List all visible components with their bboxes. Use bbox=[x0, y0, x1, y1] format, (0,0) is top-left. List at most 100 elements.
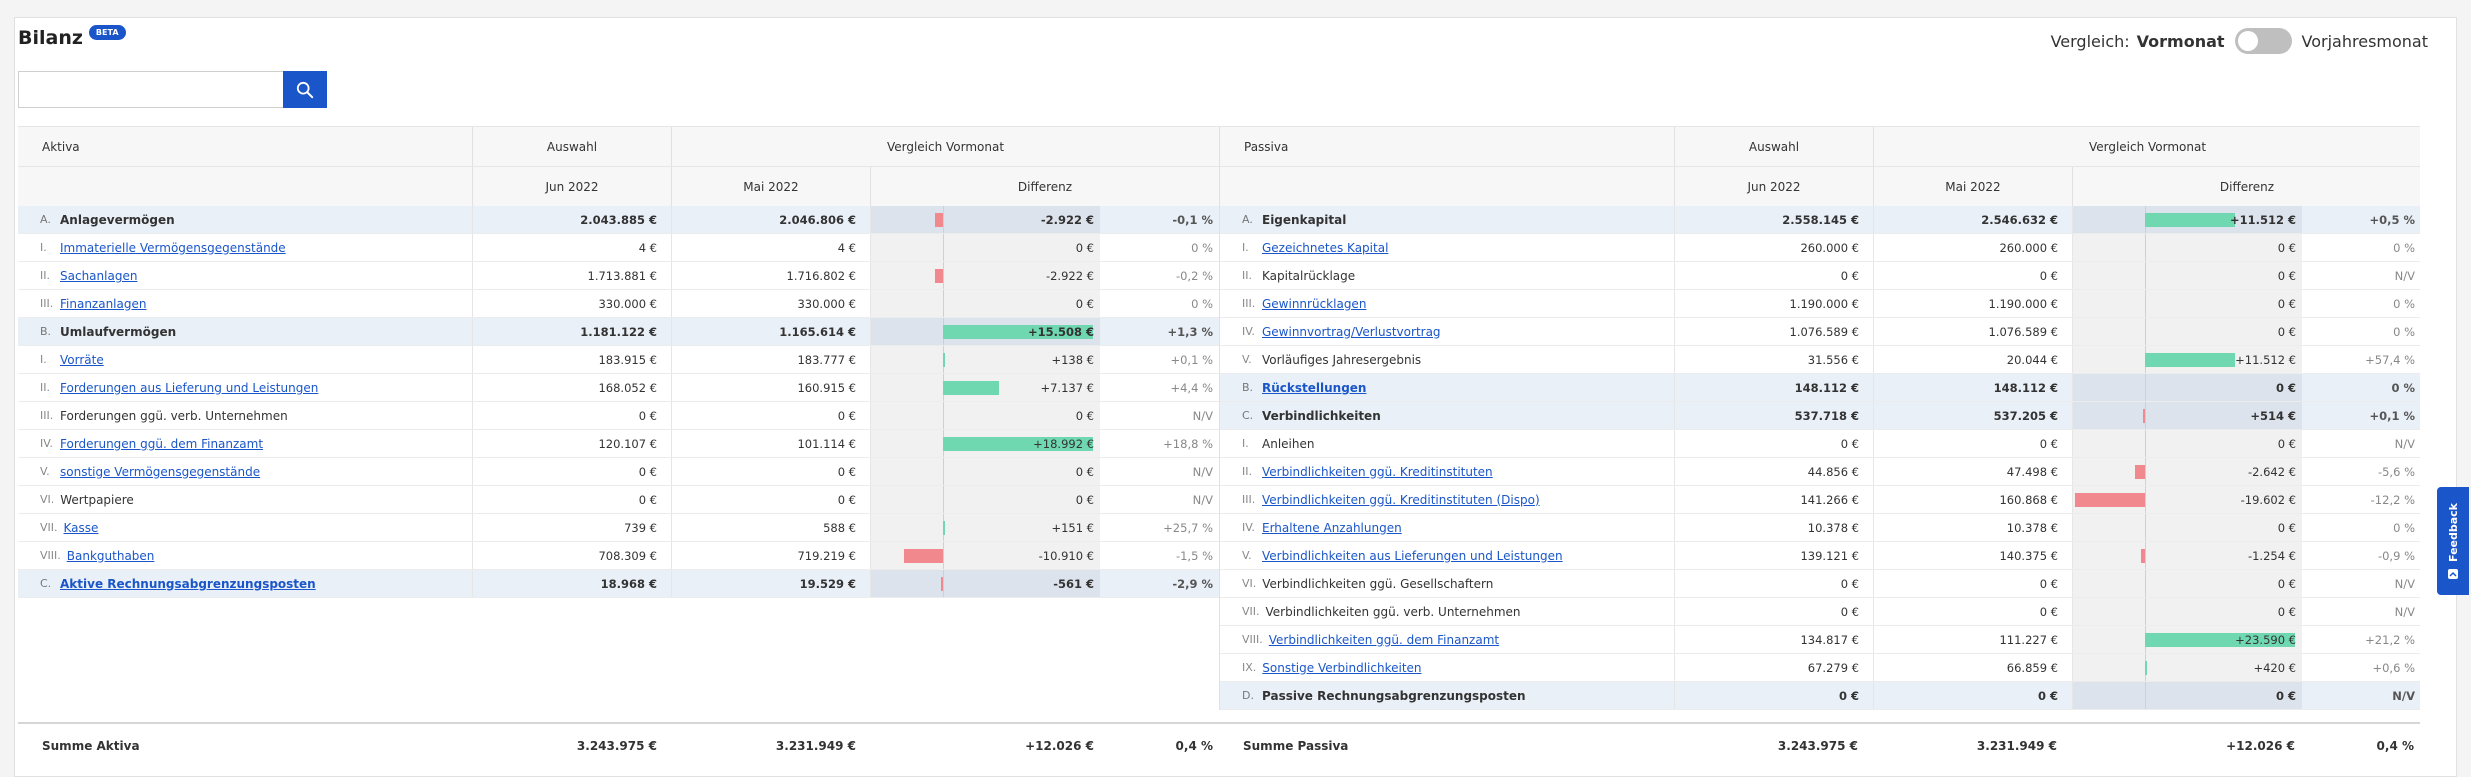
row-current-value: 260.000 € bbox=[1674, 234, 1873, 261]
difference-axis bbox=[943, 458, 944, 485]
row-label-link[interactable]: Gewinnvortrag/Verlustvortrag bbox=[1262, 324, 1441, 339]
row-label-link[interactable]: Bankguthaben bbox=[66, 548, 155, 563]
row-difference-value: 0 € bbox=[2277, 604, 2296, 619]
row-label: Umlaufvermögen bbox=[60, 324, 177, 339]
row-label-link[interactable]: Sonstige Verbindlichkeiten bbox=[1262, 660, 1422, 675]
row-label-cell: III. Gewinnrücklagen bbox=[1220, 290, 1674, 317]
row-previous-value: 111.227 € bbox=[1873, 626, 2072, 653]
row-difference-value: 0 € bbox=[2277, 240, 2296, 255]
feedback-label: Feedback bbox=[2446, 502, 2460, 562]
section-row: A. Anlagevermögen 2.043.885 €2.046.806 € -2… bbox=[18, 206, 1219, 234]
difference-axis bbox=[943, 234, 944, 261]
row-label-link[interactable]: Kasse bbox=[63, 520, 99, 535]
row-difference-cell: 0 € bbox=[2072, 234, 2302, 261]
row-label-cell: I. Vorräte bbox=[18, 346, 472, 373]
aktiva-table: Aktiva Auswahl Vergleich Vormonat Jun 2022 M… bbox=[18, 126, 1219, 598]
row-label-cell: IV. Erhaltene Anzahlungen bbox=[1220, 514, 1674, 541]
passiva-table: Passiva Auswahl Vergleich Vormonat Jun 2022… bbox=[1219, 126, 2420, 710]
row-label-link[interactable]: Gewinnrücklagen bbox=[1262, 296, 1367, 311]
difference-axis bbox=[2145, 290, 2146, 317]
row-current-value: 0 € bbox=[1674, 570, 1873, 597]
row-percent-value: -5,6 % bbox=[2377, 464, 2415, 479]
sum-previous: 3.231.949 € bbox=[1976, 739, 2057, 753]
row-difference-cell: 0 € bbox=[2072, 374, 2302, 401]
row-label-link[interactable]: Sachanlagen bbox=[60, 268, 138, 283]
row-number: III. bbox=[40, 409, 54, 422]
row-label-link[interactable]: Finanzanlagen bbox=[60, 296, 147, 311]
header-empty bbox=[18, 167, 472, 206]
row-label-cell: VIII. Verbindlichkeiten ggü. dem Finanzam… bbox=[1220, 626, 1674, 653]
row-difference-cell: -10.910 € bbox=[870, 542, 1100, 569]
row-label-link[interactable]: Aktive Rechnungsabgrenzungsposten bbox=[60, 576, 316, 591]
row-label-link[interactable]: sonstige Vermögensgegenstände bbox=[60, 464, 261, 479]
row-difference-cell: +420 € bbox=[2072, 654, 2302, 681]
section-row: B. Umlaufvermögen 1.181.122 €1.165.614 € +1… bbox=[18, 318, 1219, 346]
table-header-row-1: Aktiva Auswahl Vergleich Vormonat bbox=[18, 126, 1219, 166]
row-label: Anleihen bbox=[1262, 436, 1315, 451]
header-vergleich: Vergleich Vormonat bbox=[671, 127, 1219, 166]
row-difference-value: 0 € bbox=[1075, 464, 1094, 479]
compare-option-vorjahresmonat[interactable]: Vorjahresmonat bbox=[2301, 31, 2428, 51]
row-previous-value: 0 € bbox=[1873, 570, 2072, 597]
difference-bar-positive bbox=[2145, 353, 2235, 367]
compare-option-vormonat[interactable]: Vormonat bbox=[2136, 31, 2225, 51]
row-difference-value: +23.590 € bbox=[2235, 632, 2296, 647]
table-row: III. Finanzanlagen 330.000 €330.000 € 0 € 0 … bbox=[18, 290, 1219, 318]
row-previous-value: 4 € bbox=[671, 234, 870, 261]
difference-axis bbox=[2145, 486, 2146, 513]
row-difference-cell: -2.922 € bbox=[870, 262, 1100, 289]
row-current-value: 0 € bbox=[1674, 598, 1873, 625]
row-previous-value: 2.546.632 € bbox=[1873, 206, 2072, 233]
row-percent-value: 0 % bbox=[2393, 296, 2415, 311]
row-label-link[interactable]: Verbindlichkeiten ggü. dem Finanzamt bbox=[1268, 632, 1500, 647]
row-label-link[interactable]: Vorräte bbox=[60, 352, 104, 367]
difference-bar-positive bbox=[2145, 633, 2295, 647]
section-row: C. Aktive Rechnungsabgrenzungsposten 18.96… bbox=[18, 570, 1219, 598]
row-number: VIII. bbox=[40, 549, 61, 562]
row-label: Vorläufiges Jahresergebnis bbox=[1262, 352, 1422, 367]
row-difference-value: +18.992 € bbox=[1033, 436, 1094, 451]
row-current-value: 168.052 € bbox=[472, 374, 671, 401]
row-label-link[interactable]: Forderungen aus Lieferung und Leistungen bbox=[60, 380, 319, 395]
row-current-value: 44.856 € bbox=[1674, 458, 1873, 485]
row-number: V. bbox=[1242, 549, 1252, 562]
row-difference-cell: +15.508 € bbox=[870, 318, 1100, 345]
row-current-value: 148.112 € bbox=[1674, 374, 1873, 401]
search-button[interactable] bbox=[283, 71, 327, 108]
row-difference-cell: 0 € bbox=[870, 290, 1100, 317]
row-label-link[interactable]: Verbindlichkeiten aus Lieferungen und Le… bbox=[1262, 548, 1563, 563]
row-label-link[interactable]: Forderungen ggü. dem Finanzamt bbox=[60, 436, 264, 451]
table-row: V. Verbindlichkeiten aus Lieferungen und … bbox=[1220, 542, 2420, 570]
difference-axis bbox=[943, 206, 944, 233]
difference-bar-negative bbox=[934, 213, 943, 227]
feedback-tab[interactable]: Feedback bbox=[2437, 487, 2469, 595]
table-row: II. Kapitalrücklage 0 €0 €0 € N/V bbox=[1220, 262, 2420, 290]
row-label-link[interactable]: Verbindlichkeiten ggü. Kreditinstituten bbox=[1262, 464, 1493, 479]
row-label-link[interactable]: Gezeichnetes Kapital bbox=[1262, 240, 1389, 255]
row-difference-value: 0 € bbox=[2277, 436, 2296, 451]
table-row: VI. Wertpapiere 0 €0 €0 € N/V bbox=[18, 486, 1219, 514]
row-label-link[interactable]: Immaterielle Vermögensgegenstände bbox=[60, 240, 286, 255]
compare-toggle[interactable] bbox=[2234, 28, 2292, 54]
row-percent-value: +1,3 % bbox=[1167, 324, 1213, 339]
row-previous-value: 47.498 € bbox=[1873, 458, 2072, 485]
row-number: C. bbox=[1242, 409, 1254, 422]
difference-axis bbox=[2145, 570, 2146, 597]
row-label-link[interactable]: Erhaltene Anzahlungen bbox=[1262, 520, 1402, 535]
row-label-cell: V. Verbindlichkeiten aus Lieferungen und … bbox=[1220, 542, 1674, 569]
table-row: V. Vorläufiges Jahresergebnis 31.556 €20.0… bbox=[1220, 346, 2420, 374]
difference-axis bbox=[2145, 542, 2146, 569]
search-input[interactable] bbox=[18, 71, 283, 108]
row-label-link[interactable]: Rückstellungen bbox=[1262, 380, 1367, 395]
row-percent-value: 0 % bbox=[1191, 240, 1213, 255]
row-label-cell: IV. Forderungen ggü. dem Finanzamt bbox=[18, 430, 472, 457]
row-current-value: 1.713.881 € bbox=[472, 262, 671, 289]
row-difference-value: -1.254 € bbox=[2247, 548, 2296, 563]
row-number: IV. bbox=[1242, 521, 1255, 534]
row-percent-value: 0 % bbox=[1191, 296, 1213, 311]
row-previous-value: 1.716.802 € bbox=[671, 262, 870, 289]
row-percent-value: 0 % bbox=[2393, 324, 2415, 339]
table-row: VIII. Bankguthaben 708.309 €719.219 € -10.9… bbox=[18, 542, 1219, 570]
row-label-link[interactable]: Verbindlichkeiten ggü. Kreditinstituten … bbox=[1262, 492, 1540, 507]
row-difference-value: -19.602 € bbox=[2240, 492, 2296, 507]
